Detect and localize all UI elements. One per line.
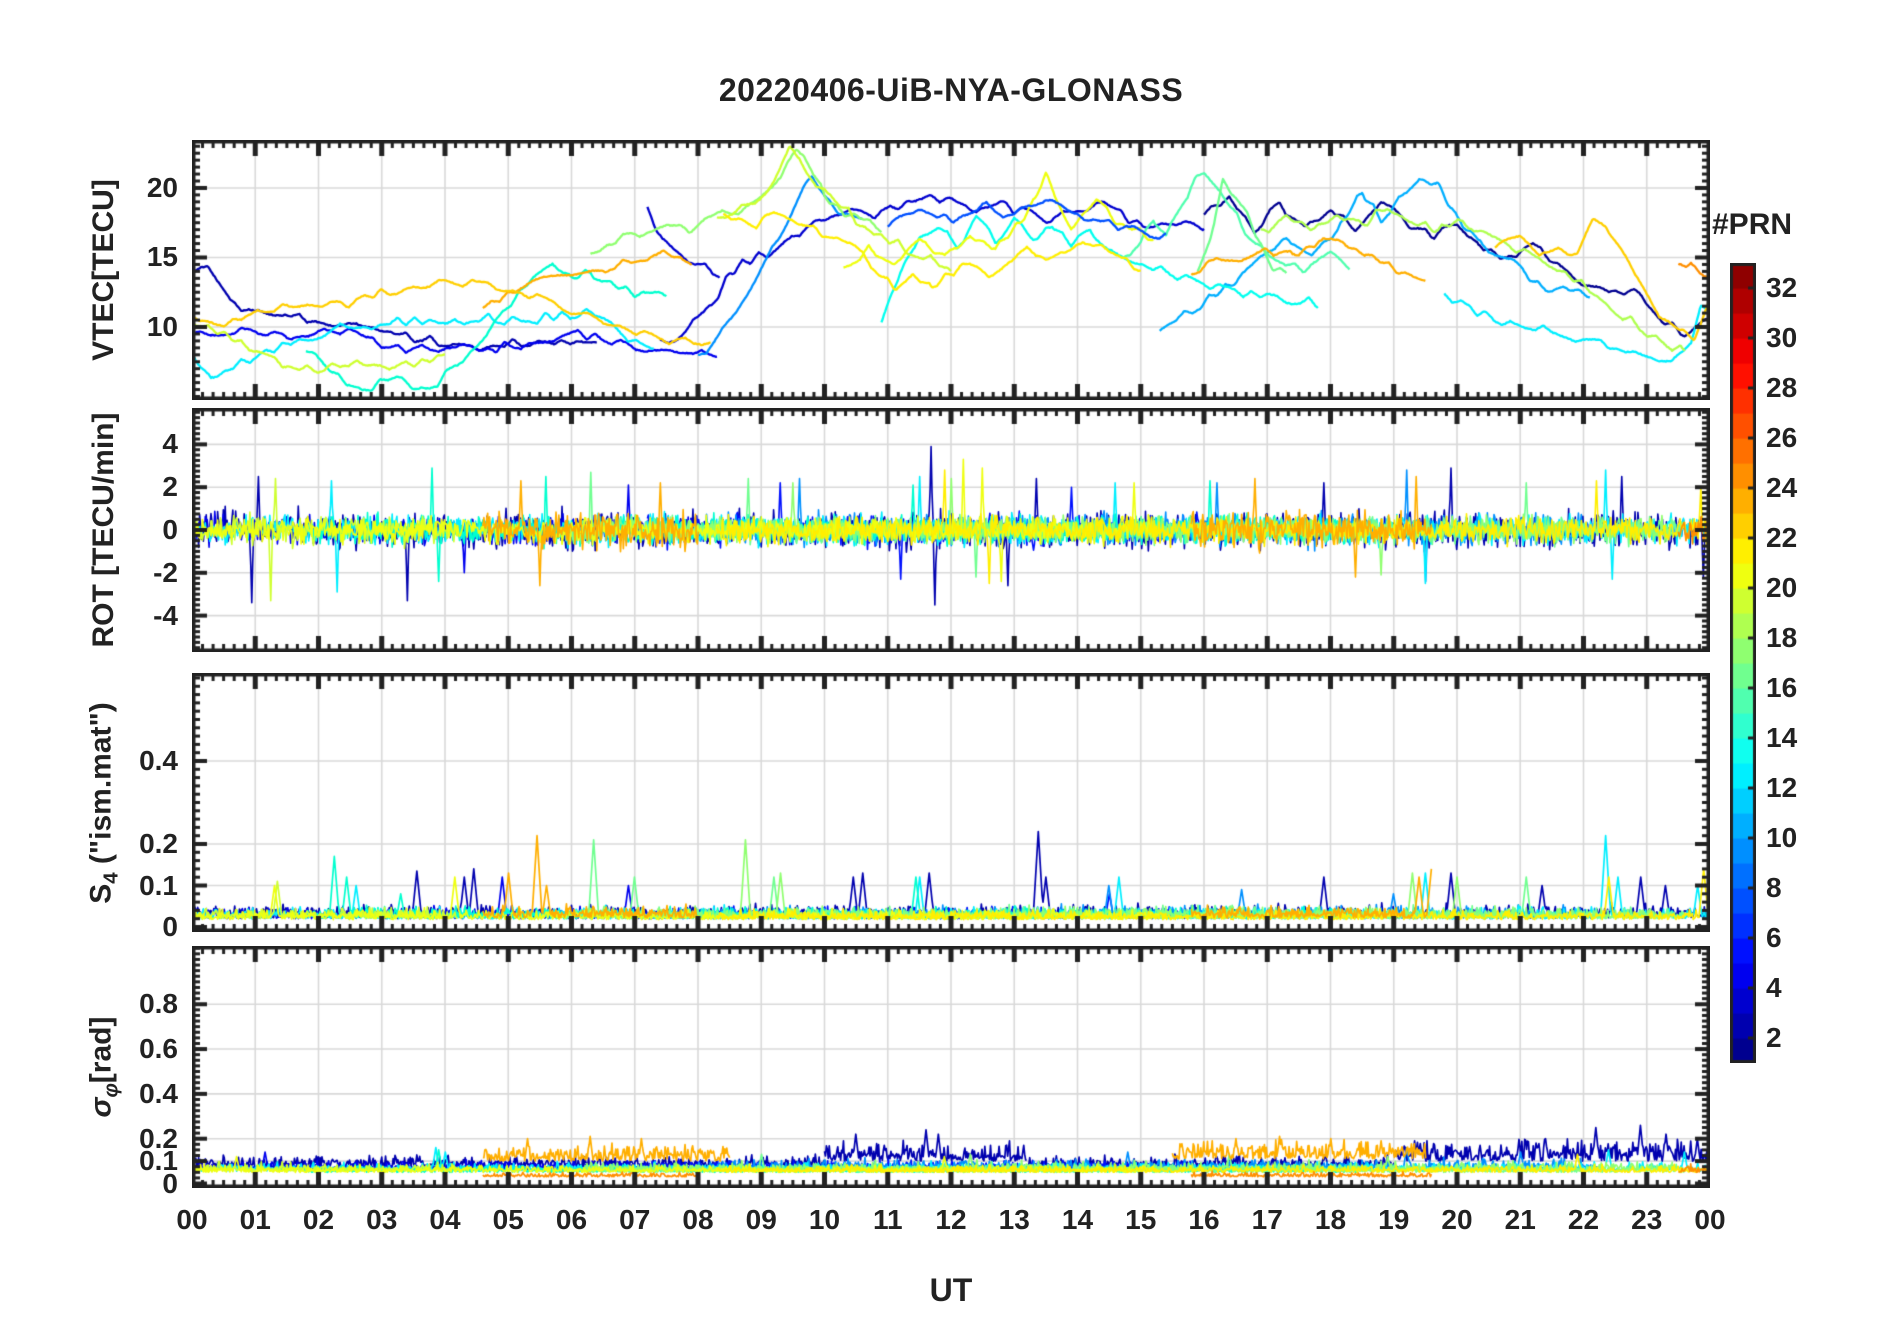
xtick-6: 06: [555, 1204, 588, 1235]
panel-s4-canvas: [192, 673, 1710, 932]
xtick-4: 04: [429, 1204, 461, 1235]
colorbar-tick-10: 10: [1766, 822, 1798, 853]
xtick-22: 22: [1567, 1204, 1600, 1235]
ytick-rot-2: 2: [162, 471, 178, 503]
xtick-7: 07: [619, 1204, 651, 1235]
xtick-9: 09: [745, 1204, 777, 1235]
ytick-sigma-0.4: 0.4: [139, 1077, 178, 1109]
xtick-19: 19: [1378, 1204, 1410, 1235]
colorbar-tick-8: 8: [1766, 872, 1782, 903]
xtick-15: 15: [1125, 1204, 1157, 1235]
ytick-s4-0.4: 0.4: [139, 744, 178, 776]
ytick-rot-4: 4: [162, 428, 178, 460]
panel-vtec-canvas: [192, 140, 1710, 400]
ytick-rot--4: -4: [153, 599, 178, 631]
colorbar-tick-14: 14: [1766, 722, 1798, 753]
ytick-sigma-0: 0: [162, 1167, 178, 1199]
xtick-12: 12: [935, 1204, 967, 1235]
xtick-16: 16: [1188, 1204, 1220, 1235]
xtick-21: 21: [1504, 1204, 1536, 1235]
ytick-sigma-0.1: 0.1: [139, 1145, 178, 1177]
xtick-18: 18: [1314, 1204, 1347, 1235]
colorbar-tick-24: 24: [1766, 472, 1798, 503]
ytick-vtec-15: 15: [146, 241, 178, 273]
xtick-2: 02: [302, 1204, 335, 1235]
colorbar-title: #PRN: [1712, 208, 1793, 241]
ytick-vtec-10: 10: [146, 311, 178, 342]
colorbar-tick-32: 32: [1766, 272, 1798, 303]
ytick-s4-0: 0: [162, 911, 178, 943]
colorbar-tick-2: 2: [1766, 1022, 1782, 1053]
ytick-s4-0.2: 0.2: [139, 828, 178, 859]
colorbar-tick-6: 6: [1766, 922, 1782, 953]
xtick-3: 03: [366, 1204, 398, 1235]
colorbar-tick-28: 28: [1766, 372, 1798, 403]
colorbar-tick-20: 20: [1766, 572, 1798, 603]
ytick-vtec-20: 20: [146, 171, 178, 203]
colorbar-tick-12: 12: [1766, 772, 1798, 803]
xtick-11: 11: [872, 1204, 903, 1235]
xtick-17: 17: [1251, 1204, 1283, 1235]
ytick-s4-0.1: 0.1: [139, 869, 178, 901]
xtick-14: 14: [1061, 1204, 1094, 1235]
panel-rot-canvas: [192, 408, 1710, 652]
ytick-sigma-0.6: 0.6: [139, 1033, 178, 1065]
xtick-8: 08: [682, 1204, 714, 1235]
colorbar-tick-26: 26: [1766, 422, 1798, 453]
ytick-sigma-0.8: 0.8: [139, 988, 178, 1020]
xtick-23: 23: [1631, 1204, 1663, 1235]
xtick-24: 00: [1694, 1204, 1726, 1235]
xtick-5: 05: [492, 1204, 524, 1235]
ytick-sigma-0.2: 0.2: [139, 1122, 178, 1154]
colorbar-tick-4: 4: [1766, 972, 1782, 1003]
xtick-13: 13: [998, 1204, 1030, 1235]
panel-sigma-canvas: [192, 946, 1710, 1188]
colorbar-canvas: [1730, 263, 1756, 1063]
colorbar-tick-18: 18: [1766, 622, 1798, 653]
chart-title: 20220406-UiB-NYA-GLONASS: [718, 72, 1184, 108]
colorbar-tick-22: 22: [1766, 522, 1798, 553]
xtick-10: 10: [808, 1204, 841, 1235]
xtick-0: 00: [176, 1204, 208, 1235]
colorbar-tick-16: 16: [1766, 672, 1798, 703]
xtick-20: 20: [1441, 1204, 1473, 1235]
ytick-rot-0: 0: [162, 514, 178, 545]
xlabel-ut: UT: [929, 1272, 973, 1308]
colorbar-tick-30: 30: [1766, 322, 1798, 353]
xtick-1: 01: [239, 1204, 271, 1235]
ytick-rot--2: -2: [153, 556, 178, 588]
